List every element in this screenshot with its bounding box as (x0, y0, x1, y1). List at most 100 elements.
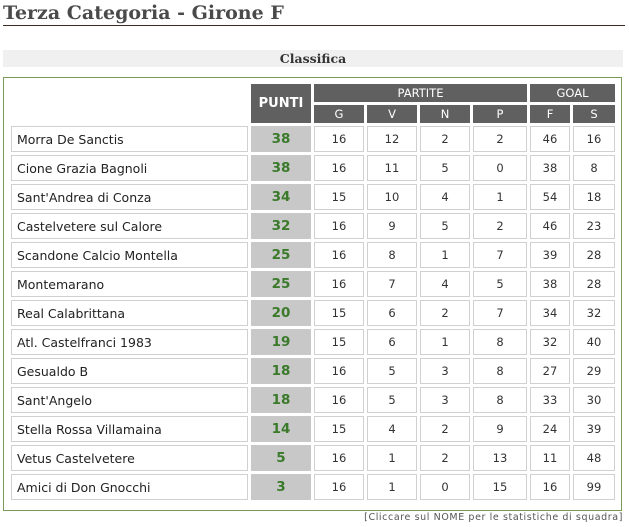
table-row: Scandone Calcio Montella 25 16 8 1 7 39 28 (11, 242, 615, 268)
team-name[interactable]: Montemarano (11, 271, 248, 297)
drawn: 3 (420, 387, 470, 413)
played: 16 (314, 126, 364, 152)
lost: 8 (473, 329, 527, 355)
lost: 13 (473, 445, 527, 471)
drawn: 3 (420, 358, 470, 384)
won: 7 (367, 271, 417, 297)
goals-for: 32 (530, 329, 570, 355)
points: 19 (251, 329, 311, 355)
won: 9 (367, 213, 417, 239)
empty-header (11, 84, 248, 123)
goals-against: 29 (573, 358, 615, 384)
table-row: Morra De Sanctis 38 16 12 2 2 46 16 (11, 126, 615, 152)
table-row: Vetus Castelvetere 5 16 1 2 13 11 48 (11, 445, 615, 471)
points: 20 (251, 300, 311, 326)
lost: 8 (473, 387, 527, 413)
drawn: 2 (420, 445, 470, 471)
won: 5 (367, 358, 417, 384)
points: 38 (251, 155, 311, 181)
team-name[interactable]: Amici di Don Gnocchi (11, 474, 248, 500)
page-title: Terza Categoria - Girone F (3, 2, 625, 26)
played: 16 (314, 213, 364, 239)
won: 11 (367, 155, 417, 181)
header-goal: GOAL (530, 84, 615, 102)
team-name[interactable]: Vetus Castelvetere (11, 445, 248, 471)
team-name[interactable]: Gesualdo B (11, 358, 248, 384)
team-name[interactable]: Scandone Calcio Montella (11, 242, 248, 268)
lost: 8 (473, 358, 527, 384)
points: 18 (251, 387, 311, 413)
played: 15 (314, 329, 364, 355)
points: 14 (251, 416, 311, 442)
drawn: 4 (420, 271, 470, 297)
team-name[interactable]: Real Calabrittana (11, 300, 248, 326)
goals-against: 28 (573, 242, 615, 268)
header-v: V (367, 105, 417, 123)
goals-for: 46 (530, 126, 570, 152)
drawn: 5 (420, 213, 470, 239)
table-row: Castelvetere sul Calore 32 16 9 5 2 46 23 (11, 213, 615, 239)
goals-against: 40 (573, 329, 615, 355)
standings-table: PUNTI PARTITE GOAL G V N P F S Morra De … (8, 81, 618, 503)
lost: 7 (473, 242, 527, 268)
goals-against: 32 (573, 300, 615, 326)
team-name[interactable]: Cione Grazia Bagnoli (11, 155, 248, 181)
won: 10 (367, 184, 417, 210)
goals-against: 99 (573, 474, 615, 500)
drawn: 4 (420, 184, 470, 210)
goals-against: 16 (573, 126, 615, 152)
won: 12 (367, 126, 417, 152)
header-g: G (314, 105, 364, 123)
points: 32 (251, 213, 311, 239)
table-row: Real Calabrittana 20 15 6 2 7 34 32 (11, 300, 615, 326)
goals-for: 27 (530, 358, 570, 384)
points: 3 (251, 474, 311, 500)
goals-for: 39 (530, 242, 570, 268)
drawn: 2 (420, 126, 470, 152)
goals-against: 30 (573, 387, 615, 413)
won: 4 (367, 416, 417, 442)
table-row: Gesualdo B 18 16 5 3 8 27 29 (11, 358, 615, 384)
table-row: Cione Grazia Bagnoli 38 16 11 5 0 38 8 (11, 155, 615, 181)
table-row: Sant'Andrea di Conza 34 15 10 4 1 54 18 (11, 184, 615, 210)
goals-for: 54 (530, 184, 570, 210)
won: 6 (367, 300, 417, 326)
goals-against: 8 (573, 155, 615, 181)
played: 16 (314, 445, 364, 471)
header-n: N (420, 105, 470, 123)
team-name[interactable]: Atl. Castelfranci 1983 (11, 329, 248, 355)
goals-against: 39 (573, 416, 615, 442)
goals-for: 34 (530, 300, 570, 326)
drawn: 1 (420, 242, 470, 268)
played: 15 (314, 300, 364, 326)
goals-for: 16 (530, 474, 570, 500)
lost: 15 (473, 474, 527, 500)
header-punti: PUNTI (251, 84, 311, 123)
won: 6 (367, 329, 417, 355)
played: 16 (314, 358, 364, 384)
points: 25 (251, 242, 311, 268)
team-name[interactable]: Sant'Angelo (11, 387, 248, 413)
goals-for: 33 (530, 387, 570, 413)
table-row: Amici di Don Gnocchi 3 16 1 0 15 16 99 (11, 474, 615, 500)
goals-for: 38 (530, 271, 570, 297)
goals-against: 23 (573, 213, 615, 239)
footnote: [Cliccare sul NOME per le statistiche di… (364, 512, 623, 523)
header-s: S (573, 105, 615, 123)
lost: 1 (473, 184, 527, 210)
table-row: Stella Rossa Villamaina 14 15 4 2 9 24 39 (11, 416, 615, 442)
table-row: Montemarano 25 16 7 4 5 38 28 (11, 271, 615, 297)
drawn: 2 (420, 300, 470, 326)
lost: 0 (473, 155, 527, 181)
drawn: 5 (420, 155, 470, 181)
team-name[interactable]: Sant'Andrea di Conza (11, 184, 248, 210)
points: 38 (251, 126, 311, 152)
team-name[interactable]: Castelvetere sul Calore (11, 213, 248, 239)
points: 18 (251, 358, 311, 384)
goals-for: 46 (530, 213, 570, 239)
team-name[interactable]: Stella Rossa Villamaina (11, 416, 248, 442)
team-name[interactable]: Morra De Sanctis (11, 126, 248, 152)
points: 34 (251, 184, 311, 210)
played: 16 (314, 387, 364, 413)
played: 16 (314, 474, 364, 500)
